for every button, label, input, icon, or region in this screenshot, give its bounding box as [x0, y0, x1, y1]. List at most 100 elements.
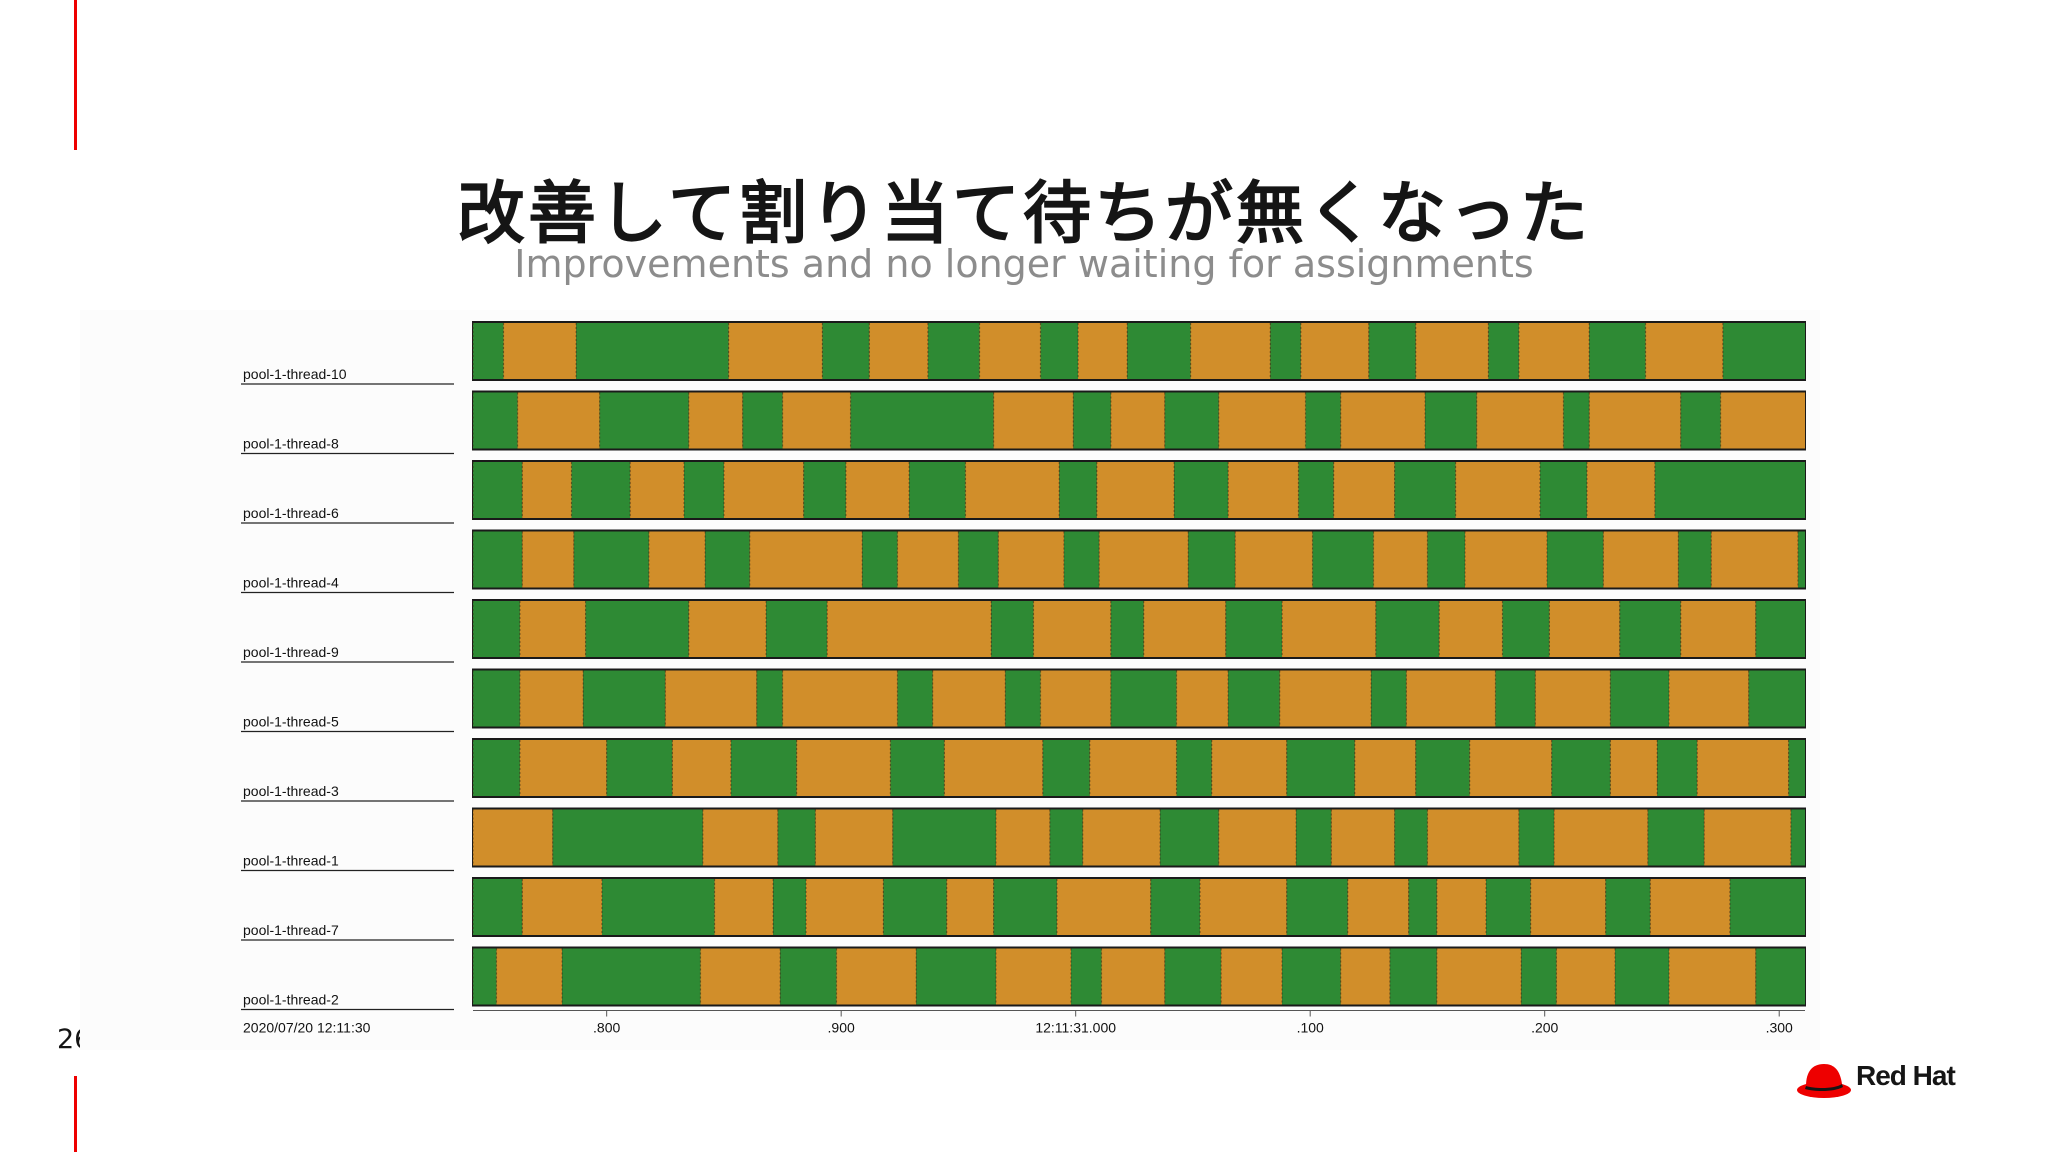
- timeline-segment-waiting: [946, 879, 994, 935]
- x-axis-tick-label: .800: [593, 1020, 620, 1036]
- timeline-segment-running: [1282, 948, 1341, 1005]
- timeline-segment-running: [473, 670, 520, 727]
- timeline-segment-waiting: [1101, 948, 1165, 1005]
- timeline-segment-waiting: [1340, 948, 1390, 1005]
- timeline-segment-running: [1654, 462, 1805, 518]
- timeline-segment-waiting: [688, 392, 743, 449]
- timeline-segment-running: [571, 462, 631, 518]
- timeline-segment-waiting: [1110, 392, 1165, 449]
- timeline-segment-waiting: [1235, 531, 1313, 588]
- timeline-segment-running: [756, 670, 783, 727]
- timeline-segment-waiting: [517, 392, 600, 449]
- timeline-segment-running: [1540, 462, 1587, 518]
- timeline-segment-waiting: [1668, 948, 1756, 1005]
- red-hat-icon: [1797, 1064, 1851, 1098]
- slide-title: 改善して割り当て待ちが無くなった: [457, 175, 1591, 254]
- timeline-segment-waiting: [630, 462, 685, 518]
- timeline-segment-waiting: [723, 462, 804, 518]
- thread-label: pool-1-thread-9: [243, 644, 339, 660]
- timeline-segment-running: [1371, 670, 1407, 727]
- thread-label: pool-1-thread-6: [243, 505, 339, 521]
- timeline-segment-waiting: [1556, 948, 1616, 1005]
- timeline-segment-running: [1305, 392, 1341, 449]
- timeline-segment-running: [927, 323, 980, 379]
- thread-label: pool-1-thread-7: [243, 922, 339, 938]
- timeline-segment-running: [991, 601, 1034, 657]
- timeline-segment-waiting: [522, 462, 572, 518]
- timeline-segment-waiting: [1096, 462, 1175, 518]
- timeline-segment-waiting: [1469, 740, 1552, 796]
- timeline-segment-running: [1394, 462, 1456, 518]
- timeline-segment-waiting: [1603, 531, 1679, 588]
- timeline-segment-running: [1619, 601, 1681, 657]
- timeline-segment-waiting: [1680, 601, 1756, 657]
- timeline-segment-running: [916, 948, 996, 1005]
- timeline-segment-running: [1164, 948, 1222, 1005]
- timeline-segment-running: [1790, 809, 1805, 866]
- timeline-segment-running: [780, 948, 837, 1005]
- timeline-segment-waiting: [944, 740, 1043, 796]
- timeline-segment-running: [1615, 948, 1669, 1005]
- timeline-segment-waiting: [1228, 462, 1299, 518]
- timeline-segment-waiting: [1078, 323, 1128, 379]
- timeline-segment-running: [1678, 531, 1712, 588]
- timeline-segment-running: [1049, 809, 1083, 866]
- timeline-segment-waiting: [796, 740, 891, 796]
- timeline-segment-waiting: [1190, 323, 1271, 379]
- timeline-segment-waiting: [1697, 740, 1789, 796]
- timeline-segment-waiting: [1586, 462, 1655, 518]
- timeline-segment-running: [573, 531, 649, 588]
- timeline-segment-running: [601, 879, 715, 935]
- timeline-segment-waiting: [503, 323, 577, 379]
- timeline-segment-waiting: [665, 670, 757, 727]
- timeline-segment-running: [1225, 601, 1283, 657]
- timeline-segment-running: [1657, 740, 1698, 796]
- timeline-segment-waiting: [1650, 879, 1730, 935]
- timeline-segment-waiting: [1518, 323, 1590, 379]
- timeline-segment-running: [585, 601, 689, 657]
- timeline-segment-running: [1174, 462, 1229, 518]
- timeline-segment-running: [1495, 670, 1536, 727]
- timeline-segment-waiting: [1439, 601, 1503, 657]
- timeline-segment-running: [606, 740, 673, 796]
- timeline-segment-waiting: [1427, 809, 1519, 866]
- timeline-segment-running: [1486, 879, 1531, 935]
- timeline-segment-running: [1270, 323, 1301, 379]
- timeline-segment-waiting: [1082, 809, 1161, 866]
- timeline-segment-running: [1425, 392, 1477, 449]
- timeline-segment-running: [1755, 948, 1805, 1005]
- timeline-segment-running: [1228, 670, 1280, 727]
- timeline-segment-running: [1298, 462, 1334, 518]
- timeline-segment-waiting: [869, 323, 928, 379]
- timeline-segment-waiting: [1610, 740, 1658, 796]
- timeline-segment-waiting: [1415, 323, 1489, 379]
- x-axis-start-label: 2020/07/20 12:11:30: [243, 1020, 371, 1036]
- timeline-segment-running: [822, 323, 870, 379]
- timeline-segment-running: [890, 740, 945, 796]
- thread-label: pool-1-thread-4: [243, 575, 339, 591]
- timeline-segment-waiting: [1099, 531, 1189, 588]
- timeline-segment-running: [883, 879, 947, 935]
- timeline-segment-running: [473, 462, 523, 518]
- timeline-segment-running: [1729, 879, 1805, 935]
- timeline-segment-running: [1605, 879, 1651, 935]
- timeline-segment-waiting: [1333, 462, 1395, 518]
- timeline-segment-waiting: [700, 948, 781, 1005]
- timeline-segment-running: [742, 392, 783, 449]
- timeline-segment-waiting: [1645, 323, 1723, 379]
- timeline-segment-running: [1059, 462, 1097, 518]
- timeline-segment-running: [897, 670, 933, 727]
- timeline-segment-running: [1797, 531, 1805, 588]
- timeline-segment-waiting: [1211, 740, 1287, 796]
- timeline-segment-running: [862, 531, 898, 588]
- timeline-segment-waiting: [836, 948, 917, 1005]
- timeline-segment-waiting: [672, 740, 731, 796]
- timeline-segment-running: [599, 392, 689, 449]
- timeline-segment-waiting: [519, 670, 584, 727]
- timeline-segment-running: [773, 879, 806, 935]
- timeline-segment-waiting: [1279, 670, 1372, 727]
- timeline-segment-running: [562, 948, 701, 1005]
- timeline-segment-waiting: [1340, 392, 1426, 449]
- timeline-segment-waiting: [1464, 531, 1548, 588]
- x-axis-tick-label: 12:11:31.000: [1035, 1020, 1116, 1036]
